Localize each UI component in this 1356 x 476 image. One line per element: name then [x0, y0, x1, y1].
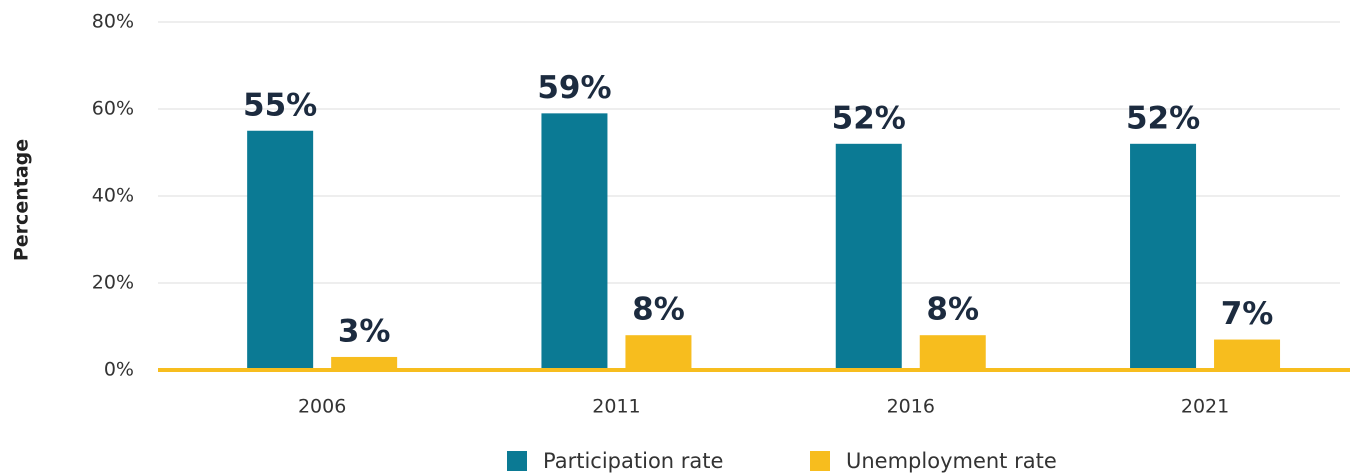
bar [835, 143, 902, 370]
x-tick-label: 2006 [298, 396, 346, 418]
y-tick-label: 0% [104, 359, 134, 381]
data-label: 55% [243, 87, 317, 123]
bar [919, 335, 986, 370]
data-label: 59% [537, 70, 611, 106]
y-tick-label: 20% [92, 272, 134, 294]
data-label: 8% [632, 292, 685, 328]
bar [625, 335, 692, 370]
y-axis-title: Percentage [11, 139, 33, 261]
legend-swatch [810, 451, 830, 471]
x-tick-label: 2011 [592, 396, 640, 418]
data-label: 3% [338, 313, 391, 349]
data-label: 52% [1126, 100, 1200, 136]
data-label: 52% [832, 100, 906, 136]
data-label: 8% [926, 292, 979, 328]
x-tick-label: 2016 [887, 396, 935, 418]
data-label: 7% [1221, 296, 1274, 332]
legend-label: Unemployment rate [846, 449, 1057, 473]
legend-swatch [507, 451, 527, 471]
bar [1214, 339, 1281, 370]
legend-label: Participation rate [543, 449, 723, 473]
y-tick-label: 40% [92, 185, 134, 207]
bar [1130, 143, 1197, 370]
bar [247, 130, 314, 370]
y-tick-label: 80% [92, 11, 134, 33]
bar [541, 113, 608, 370]
bar [331, 356, 398, 370]
y-tick-label: 60% [92, 98, 134, 120]
x-tick-label: 2021 [1181, 396, 1229, 418]
